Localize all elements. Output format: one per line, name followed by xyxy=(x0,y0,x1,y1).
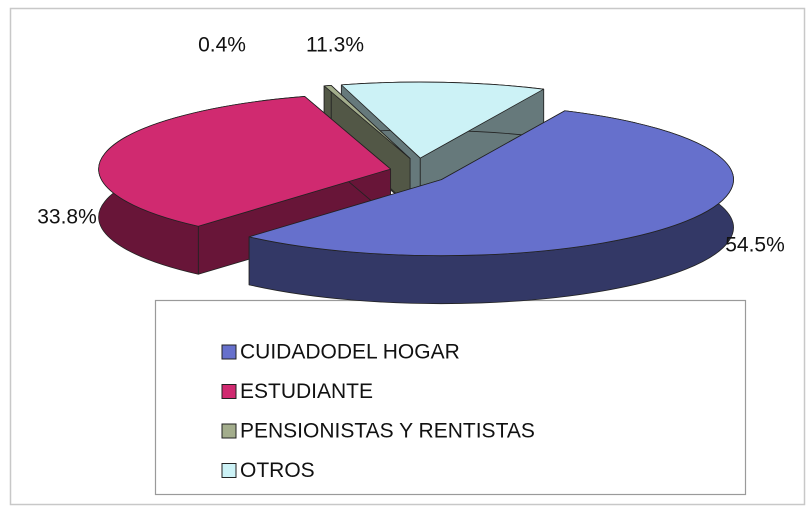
legend-swatch xyxy=(221,463,237,478)
legend-swatch xyxy=(221,344,237,360)
data-label: 0.4% xyxy=(198,34,246,57)
slice xyxy=(248,110,734,305)
legend-label: CUIDADODEL HOGAR xyxy=(240,341,460,364)
slice-top xyxy=(248,110,734,257)
legend-label: OTROS xyxy=(240,459,315,482)
legend-label: ESTUDIANTE xyxy=(240,380,373,403)
data-label: 11.3% xyxy=(306,34,364,57)
legend-label: PENSIONISTAS Y RENTISTAS xyxy=(240,420,535,443)
legend-swatch xyxy=(221,384,237,399)
data-label: 54.5% xyxy=(725,234,785,257)
slice-top xyxy=(98,96,392,227)
legend-swatch xyxy=(221,423,237,439)
data-label: 33.8% xyxy=(37,206,97,229)
slice xyxy=(98,96,392,275)
slice-top xyxy=(323,84,411,159)
legend-box xyxy=(154,299,747,496)
slice-top xyxy=(340,81,545,159)
